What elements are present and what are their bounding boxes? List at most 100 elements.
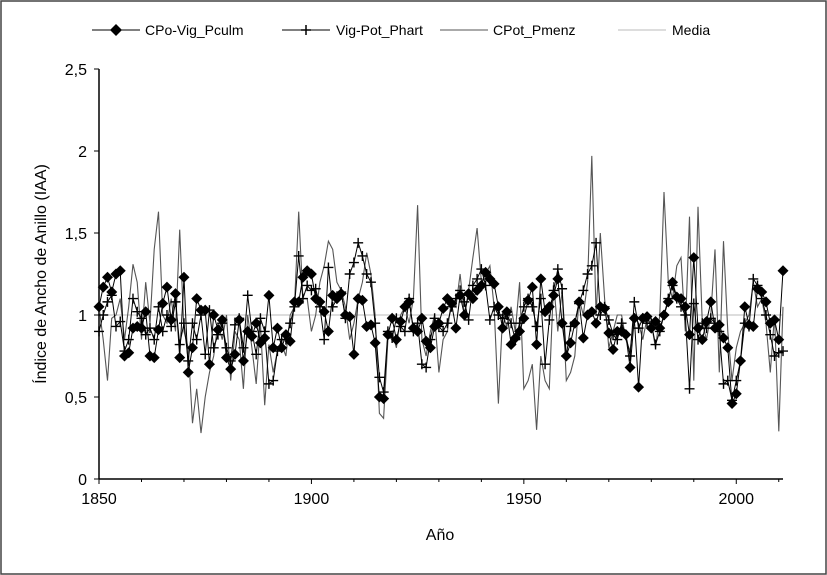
cpo-vig-point bbox=[220, 352, 232, 364]
cpo-vig-point bbox=[386, 312, 398, 324]
vig-pot-point bbox=[344, 269, 355, 279]
cpo-vig-point bbox=[203, 358, 215, 370]
vig-pot-point bbox=[221, 342, 232, 353]
x-axis-label: Año bbox=[426, 527, 455, 544]
cpo-vig-point bbox=[722, 342, 734, 354]
vig-pot-point bbox=[688, 298, 699, 309]
vig-pot-point bbox=[535, 293, 546, 304]
y-tick-label: 0,5 bbox=[65, 390, 87, 407]
cpo-vig-point bbox=[718, 332, 730, 344]
y-tick-label: 2,5 bbox=[65, 62, 87, 79]
vig-pot-point bbox=[187, 318, 198, 329]
cpo-vig-point bbox=[433, 317, 445, 329]
cpo-vig-point bbox=[773, 334, 785, 346]
cpo-vig-point bbox=[403, 296, 415, 308]
vig-pot-point bbox=[140, 329, 151, 340]
vig-pot-point bbox=[357, 250, 368, 261]
cpo-vig-point bbox=[263, 289, 275, 301]
cpo-vig-point bbox=[182, 366, 194, 378]
cpo-vig-point bbox=[382, 329, 394, 341]
cpo-vig-point bbox=[565, 337, 577, 349]
vig-pot-point bbox=[463, 314, 474, 325]
legend-item-media: Media bbox=[618, 22, 710, 38]
vig-pot-point bbox=[374, 372, 385, 383]
vig-pot-point bbox=[361, 269, 372, 279]
cpo-vig-point bbox=[123, 347, 135, 359]
vig-pot-point bbox=[684, 383, 695, 394]
vig-pot-point bbox=[603, 314, 614, 325]
vig-pot-point bbox=[459, 296, 470, 307]
cpo-vig-point bbox=[318, 306, 330, 318]
legend-item-cpo-vig: CPo-Vig_Pculm bbox=[92, 22, 244, 38]
cpo-vig-point bbox=[305, 268, 317, 280]
y-axis-label: Índice de Ancho de Anillo (IAA) bbox=[31, 164, 50, 384]
cpo-vig-point bbox=[424, 342, 436, 354]
cpo-vig-point bbox=[535, 273, 547, 285]
vig-pot-point bbox=[149, 334, 160, 345]
cpo-vig-point bbox=[548, 289, 560, 301]
cpo-vig-point bbox=[599, 302, 611, 314]
vig-pot-point bbox=[255, 313, 266, 324]
cpo-vig-point bbox=[501, 306, 513, 318]
cpo-vig-point bbox=[658, 309, 670, 321]
vig-pot-point bbox=[531, 321, 542, 332]
y-tick-label: 2 bbox=[78, 144, 87, 161]
cpo-vig-point bbox=[692, 322, 704, 334]
vig-pot-point bbox=[323, 262, 334, 273]
vig-pot-point bbox=[191, 334, 202, 345]
cpo-vig-point bbox=[590, 317, 602, 329]
vig-pot-point bbox=[306, 285, 317, 296]
cpo-vig-point bbox=[735, 355, 747, 367]
cpo-vig-point bbox=[246, 330, 258, 342]
cpo-vig-point bbox=[577, 332, 589, 344]
vig-pot-point bbox=[94, 326, 104, 337]
vig-pot-point bbox=[578, 285, 589, 296]
cpo-vig-point bbox=[684, 329, 696, 341]
x-tick-label: 1850 bbox=[81, 491, 117, 508]
x-tick-label: 1900 bbox=[294, 491, 330, 508]
cpo-vig-point bbox=[233, 314, 245, 326]
vig-pot-point bbox=[540, 359, 551, 370]
cpo-vig-point bbox=[148, 352, 160, 364]
cpo-vig-point bbox=[467, 293, 479, 305]
vig-pot-point bbox=[161, 310, 172, 320]
cpo-vig-point bbox=[543, 301, 555, 313]
vig-pot-point bbox=[625, 351, 636, 361]
cpo-vig-point bbox=[560, 350, 572, 362]
legend-label: CPo-Vig_Pculm bbox=[145, 22, 244, 38]
vig-pot-point bbox=[633, 323, 644, 334]
cpo-vig-point bbox=[267, 342, 279, 354]
vig-pot-point bbox=[586, 260, 597, 271]
vig-pot-point bbox=[582, 269, 593, 279]
vig-pot-point bbox=[251, 349, 262, 360]
cpo-vig-point bbox=[662, 296, 674, 308]
vig-pot-point bbox=[293, 250, 304, 261]
cpo-vig-point bbox=[390, 334, 402, 346]
vig-pot-point bbox=[761, 310, 772, 320]
vig-pot-point bbox=[484, 314, 495, 325]
cpo-vig-point bbox=[497, 322, 509, 334]
legend-label: Vig-Pot_Phart bbox=[336, 22, 423, 38]
cpo-vig-point bbox=[569, 317, 581, 329]
cpo-vig-point bbox=[475, 279, 487, 291]
legend-label: CPot_Pmenz bbox=[493, 22, 575, 38]
vig-pot-point bbox=[127, 293, 138, 304]
cpo-vig-point bbox=[679, 301, 691, 313]
cpo-vig-point bbox=[492, 301, 504, 313]
cpo-vig-point bbox=[395, 316, 407, 328]
cpo-vig-point bbox=[446, 298, 458, 310]
vig-pot-point bbox=[268, 375, 279, 386]
plot-area bbox=[93, 155, 789, 434]
vig-pot-point bbox=[650, 339, 661, 350]
cpo-vig-point bbox=[701, 316, 713, 328]
x-tick-label: 2000 bbox=[718, 491, 754, 508]
cpo-vig-point bbox=[101, 271, 113, 283]
cpo-vig-point bbox=[514, 325, 526, 337]
cpo-vig-point bbox=[174, 352, 186, 364]
cpo-vig-point bbox=[624, 361, 636, 373]
cpo-vig-point bbox=[237, 355, 249, 367]
cpo-vig-point bbox=[314, 296, 326, 308]
vig-pot-point bbox=[285, 318, 296, 329]
cpo-vig-point bbox=[157, 298, 169, 310]
